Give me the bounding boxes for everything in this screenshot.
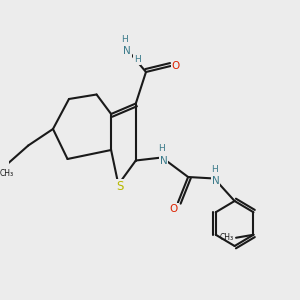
Text: H: H xyxy=(159,144,165,153)
Text: CH₃: CH₃ xyxy=(0,169,14,178)
Text: O: O xyxy=(169,203,178,214)
Text: N: N xyxy=(160,155,167,166)
Text: H: H xyxy=(121,34,128,43)
Text: H: H xyxy=(211,165,217,174)
Text: CH₃: CH₃ xyxy=(220,233,234,242)
Text: H: H xyxy=(134,56,141,64)
Text: S: S xyxy=(116,179,124,193)
Text: N: N xyxy=(212,176,220,187)
Text: O: O xyxy=(172,61,180,71)
Text: N: N xyxy=(123,46,131,56)
